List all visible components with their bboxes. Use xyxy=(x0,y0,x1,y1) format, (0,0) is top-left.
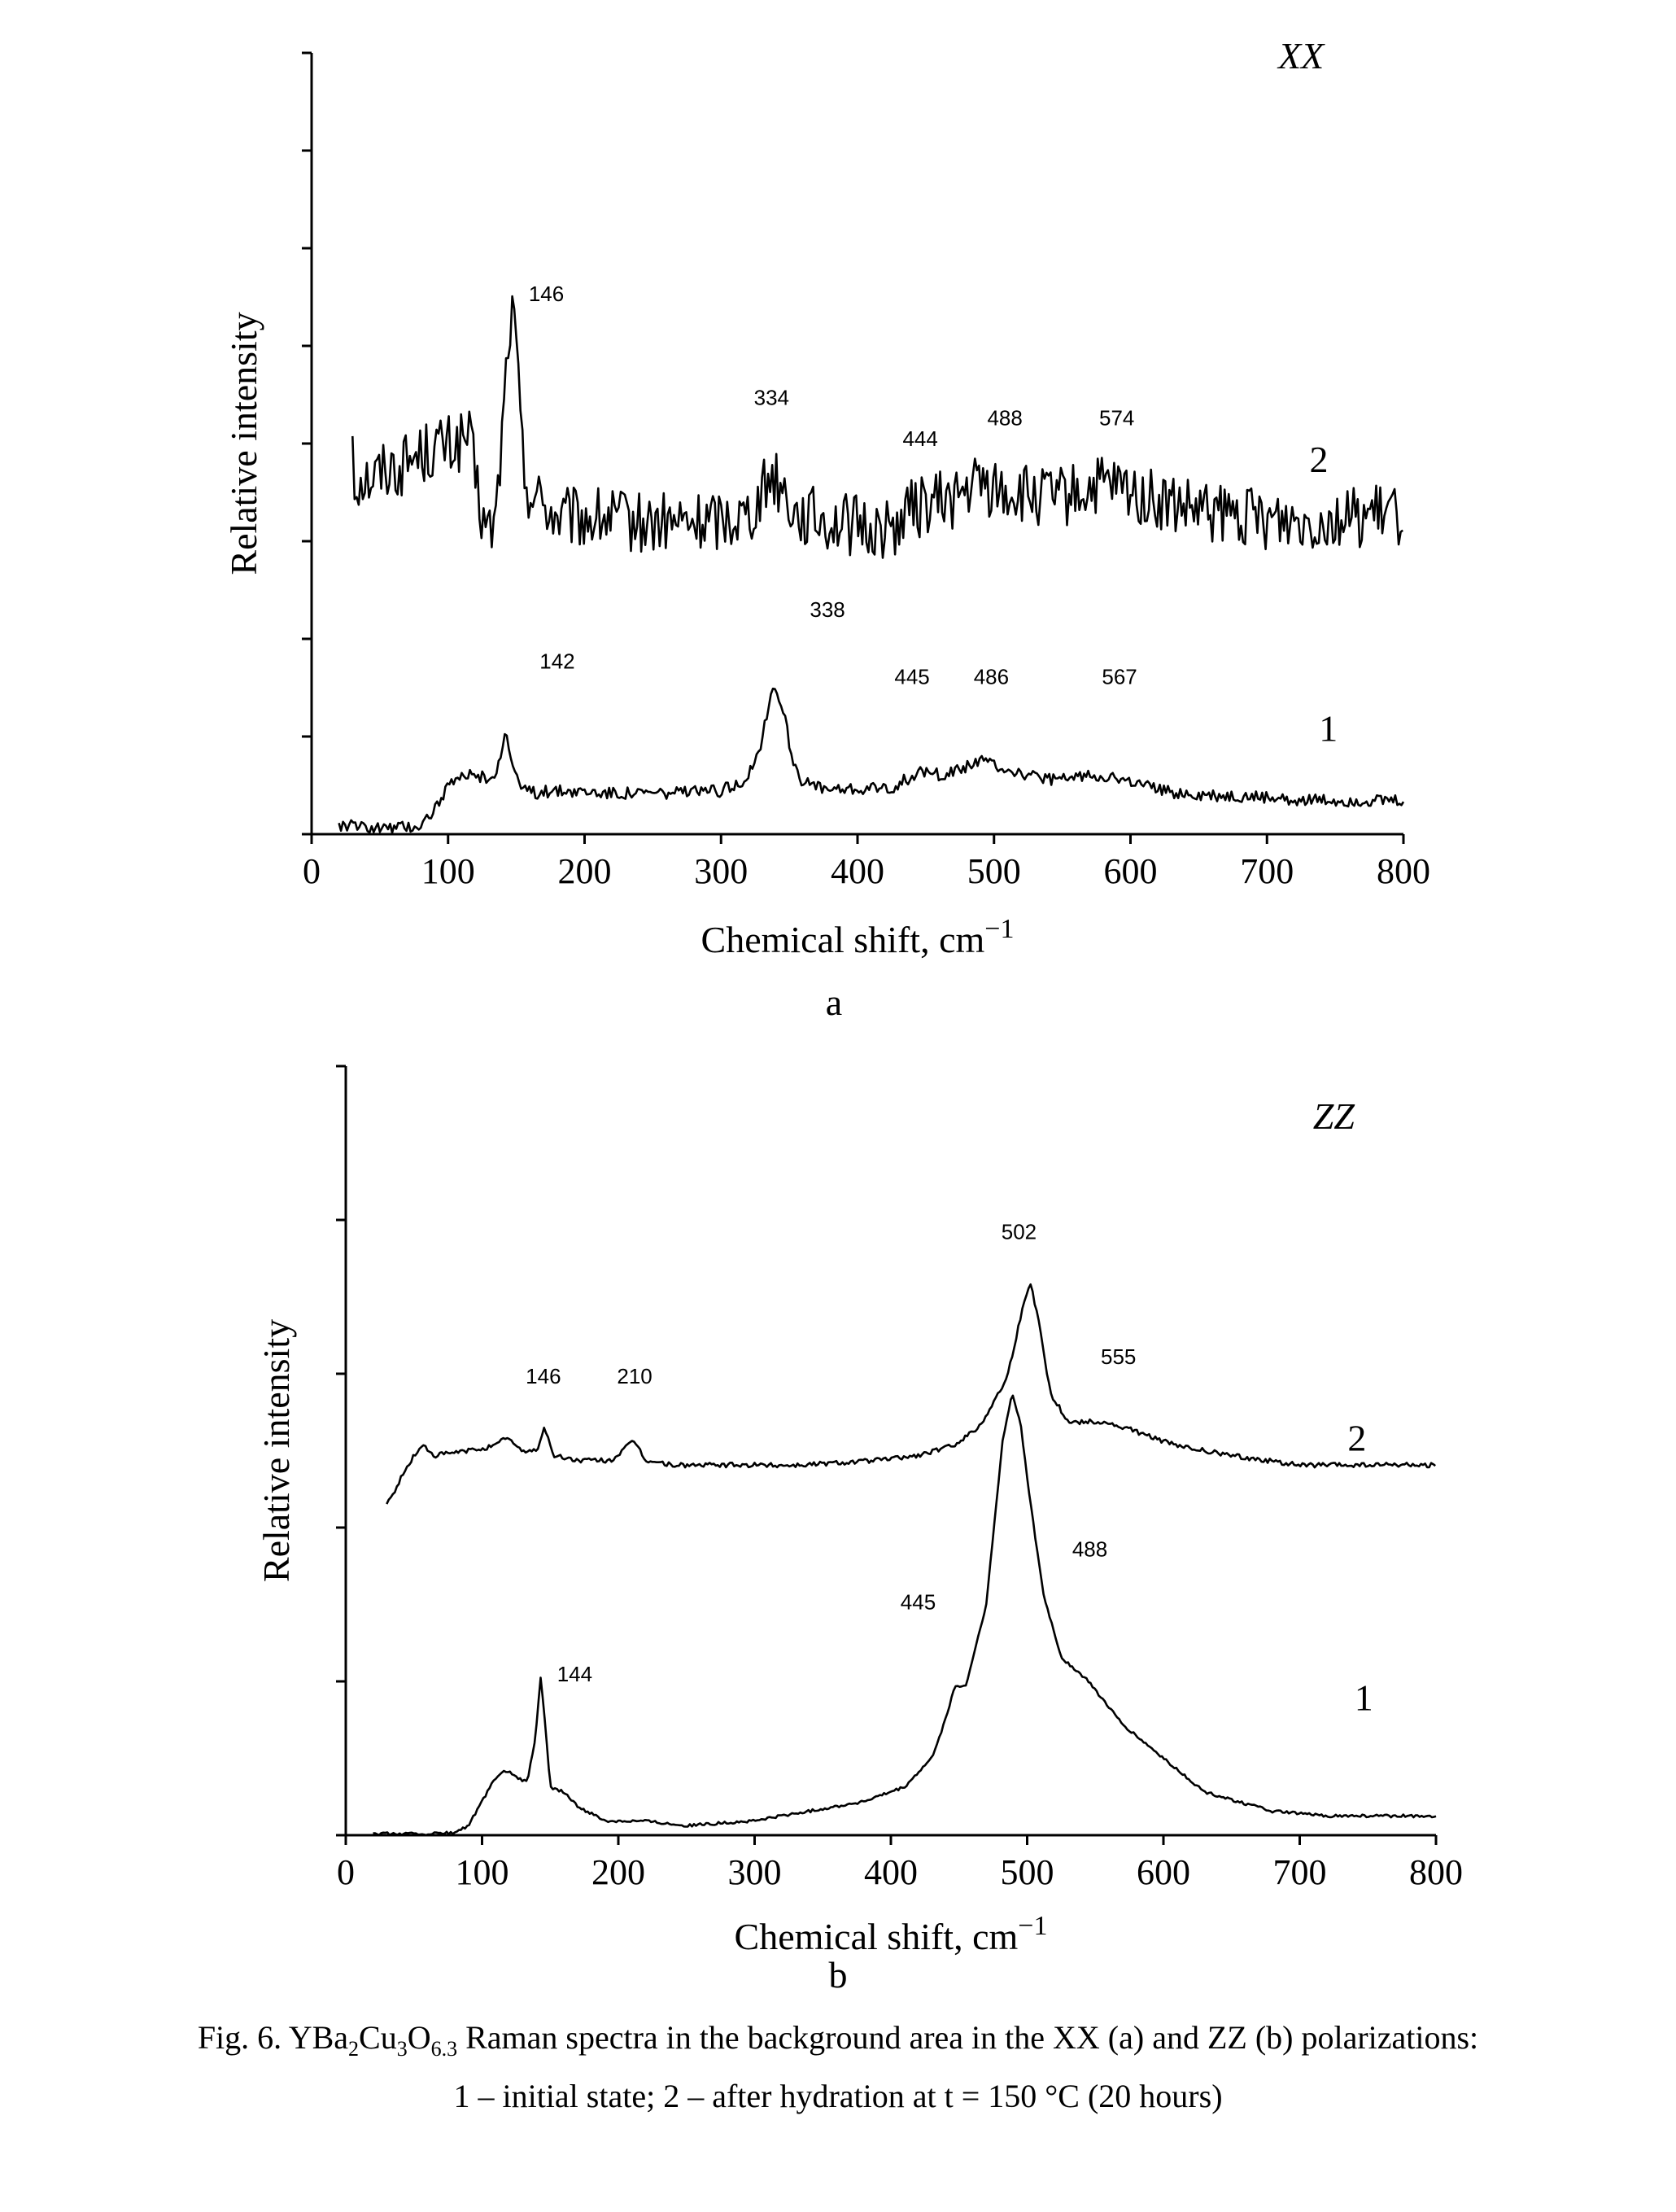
curve-number-label: 1 xyxy=(1355,1676,1373,1718)
peak-label: 210 xyxy=(617,1364,652,1388)
x-tick-label: 700 xyxy=(1273,1852,1327,1892)
peak-label: 146 xyxy=(526,1364,561,1388)
curve-number-label: 2 xyxy=(1347,1418,1366,1459)
x-tick-label: 600 xyxy=(1137,1852,1190,1892)
x-tick-label: 200 xyxy=(558,851,612,891)
peak-label: 144 xyxy=(557,1662,592,1686)
x-tick-label: 100 xyxy=(456,1852,509,1892)
x-tick-label: 300 xyxy=(694,851,748,891)
peak-label: 567 xyxy=(1102,665,1137,689)
peak-label: 444 xyxy=(902,426,937,451)
caption-line-2: 1 – initial state; 2 – after hydration a… xyxy=(453,2078,1223,2114)
caption-text: Cu xyxy=(359,2019,397,2056)
x-tick-label: 800 xyxy=(1409,1852,1463,1892)
peak-label: 334 xyxy=(754,385,789,409)
spectrum-line-2 xyxy=(386,1283,1436,1505)
panel-letter-a: a xyxy=(825,981,843,1023)
panel-letter-b: b xyxy=(828,1954,848,1996)
x-tick-label: 200 xyxy=(591,1852,645,1892)
y-axis-title: Relative intensity xyxy=(223,312,264,575)
x-axis-title: Chemical shift, cm−1 xyxy=(735,1911,1048,1957)
y-axis-title: Relative intensity xyxy=(255,1319,297,1582)
caption-subscript: 3 xyxy=(396,2037,408,2061)
x-tick-label: 700 xyxy=(1240,851,1294,891)
caption-subscript: 6.3 xyxy=(430,2037,458,2061)
peak-label: 488 xyxy=(987,406,1022,431)
x-tick-label: 400 xyxy=(864,1852,918,1892)
chart-panel-a: 0 100 200 300 400 500 600 700 800 Chemical shift,… xyxy=(223,35,1430,960)
x-tick-label: 500 xyxy=(1001,1852,1054,1892)
caption-text: Fig. 6. YBa xyxy=(197,2019,349,2056)
peak-label: 146 xyxy=(529,282,564,306)
peak-label: 574 xyxy=(1099,406,1134,431)
x-tick-label: 500 xyxy=(967,851,1021,891)
caption-text: Raman spectra in the background area in … xyxy=(457,2019,1479,2056)
figure-caption: Fig. 6. YBa2Cu3O6.3 Raman spectra in the… xyxy=(0,2014,1676,2120)
caption-subscript: 2 xyxy=(348,2037,360,2061)
x-tick-label: 0 xyxy=(303,851,321,891)
spectrum-line-1 xyxy=(373,1394,1437,1837)
x-axis-title: Chemical shift, cm−1 xyxy=(701,914,1015,960)
spectrum-line-2 xyxy=(351,295,1403,559)
curve-number-label: 2 xyxy=(1309,439,1328,480)
x-tick-label: 300 xyxy=(728,1852,782,1892)
peak-label: 488 xyxy=(1072,1537,1107,1561)
peak-label: 338 xyxy=(810,597,845,622)
x-tick-label: 600 xyxy=(1104,851,1158,891)
polarization-label: XX xyxy=(1277,35,1325,77)
polarization-label: ZZ xyxy=(1313,1095,1355,1137)
curve-number-label: 1 xyxy=(1319,708,1338,750)
x-tick-label: 800 xyxy=(1377,851,1430,891)
peak-label: 445 xyxy=(901,1589,936,1614)
peak-label: 142 xyxy=(539,649,574,674)
caption-line-1: Fig. 6. YBa2Cu3O6.3 Raman spectra in the… xyxy=(0,2014,1676,2073)
x-tick-label: 100 xyxy=(421,851,475,891)
x-tick-label: 0 xyxy=(337,1852,355,1892)
peak-label: 486 xyxy=(974,665,1009,689)
peak-label: 502 xyxy=(1002,1220,1037,1244)
spectrum-line-1 xyxy=(338,687,1405,834)
x-tick-label: 400 xyxy=(831,851,884,891)
caption-text: O xyxy=(407,2019,431,2056)
peak-label: 445 xyxy=(894,665,929,689)
chart-panel-b: 0 100 200 300 400 500 600 700 800 Chemical shift,… xyxy=(255,1064,1463,1957)
peak-label: 555 xyxy=(1101,1344,1136,1369)
